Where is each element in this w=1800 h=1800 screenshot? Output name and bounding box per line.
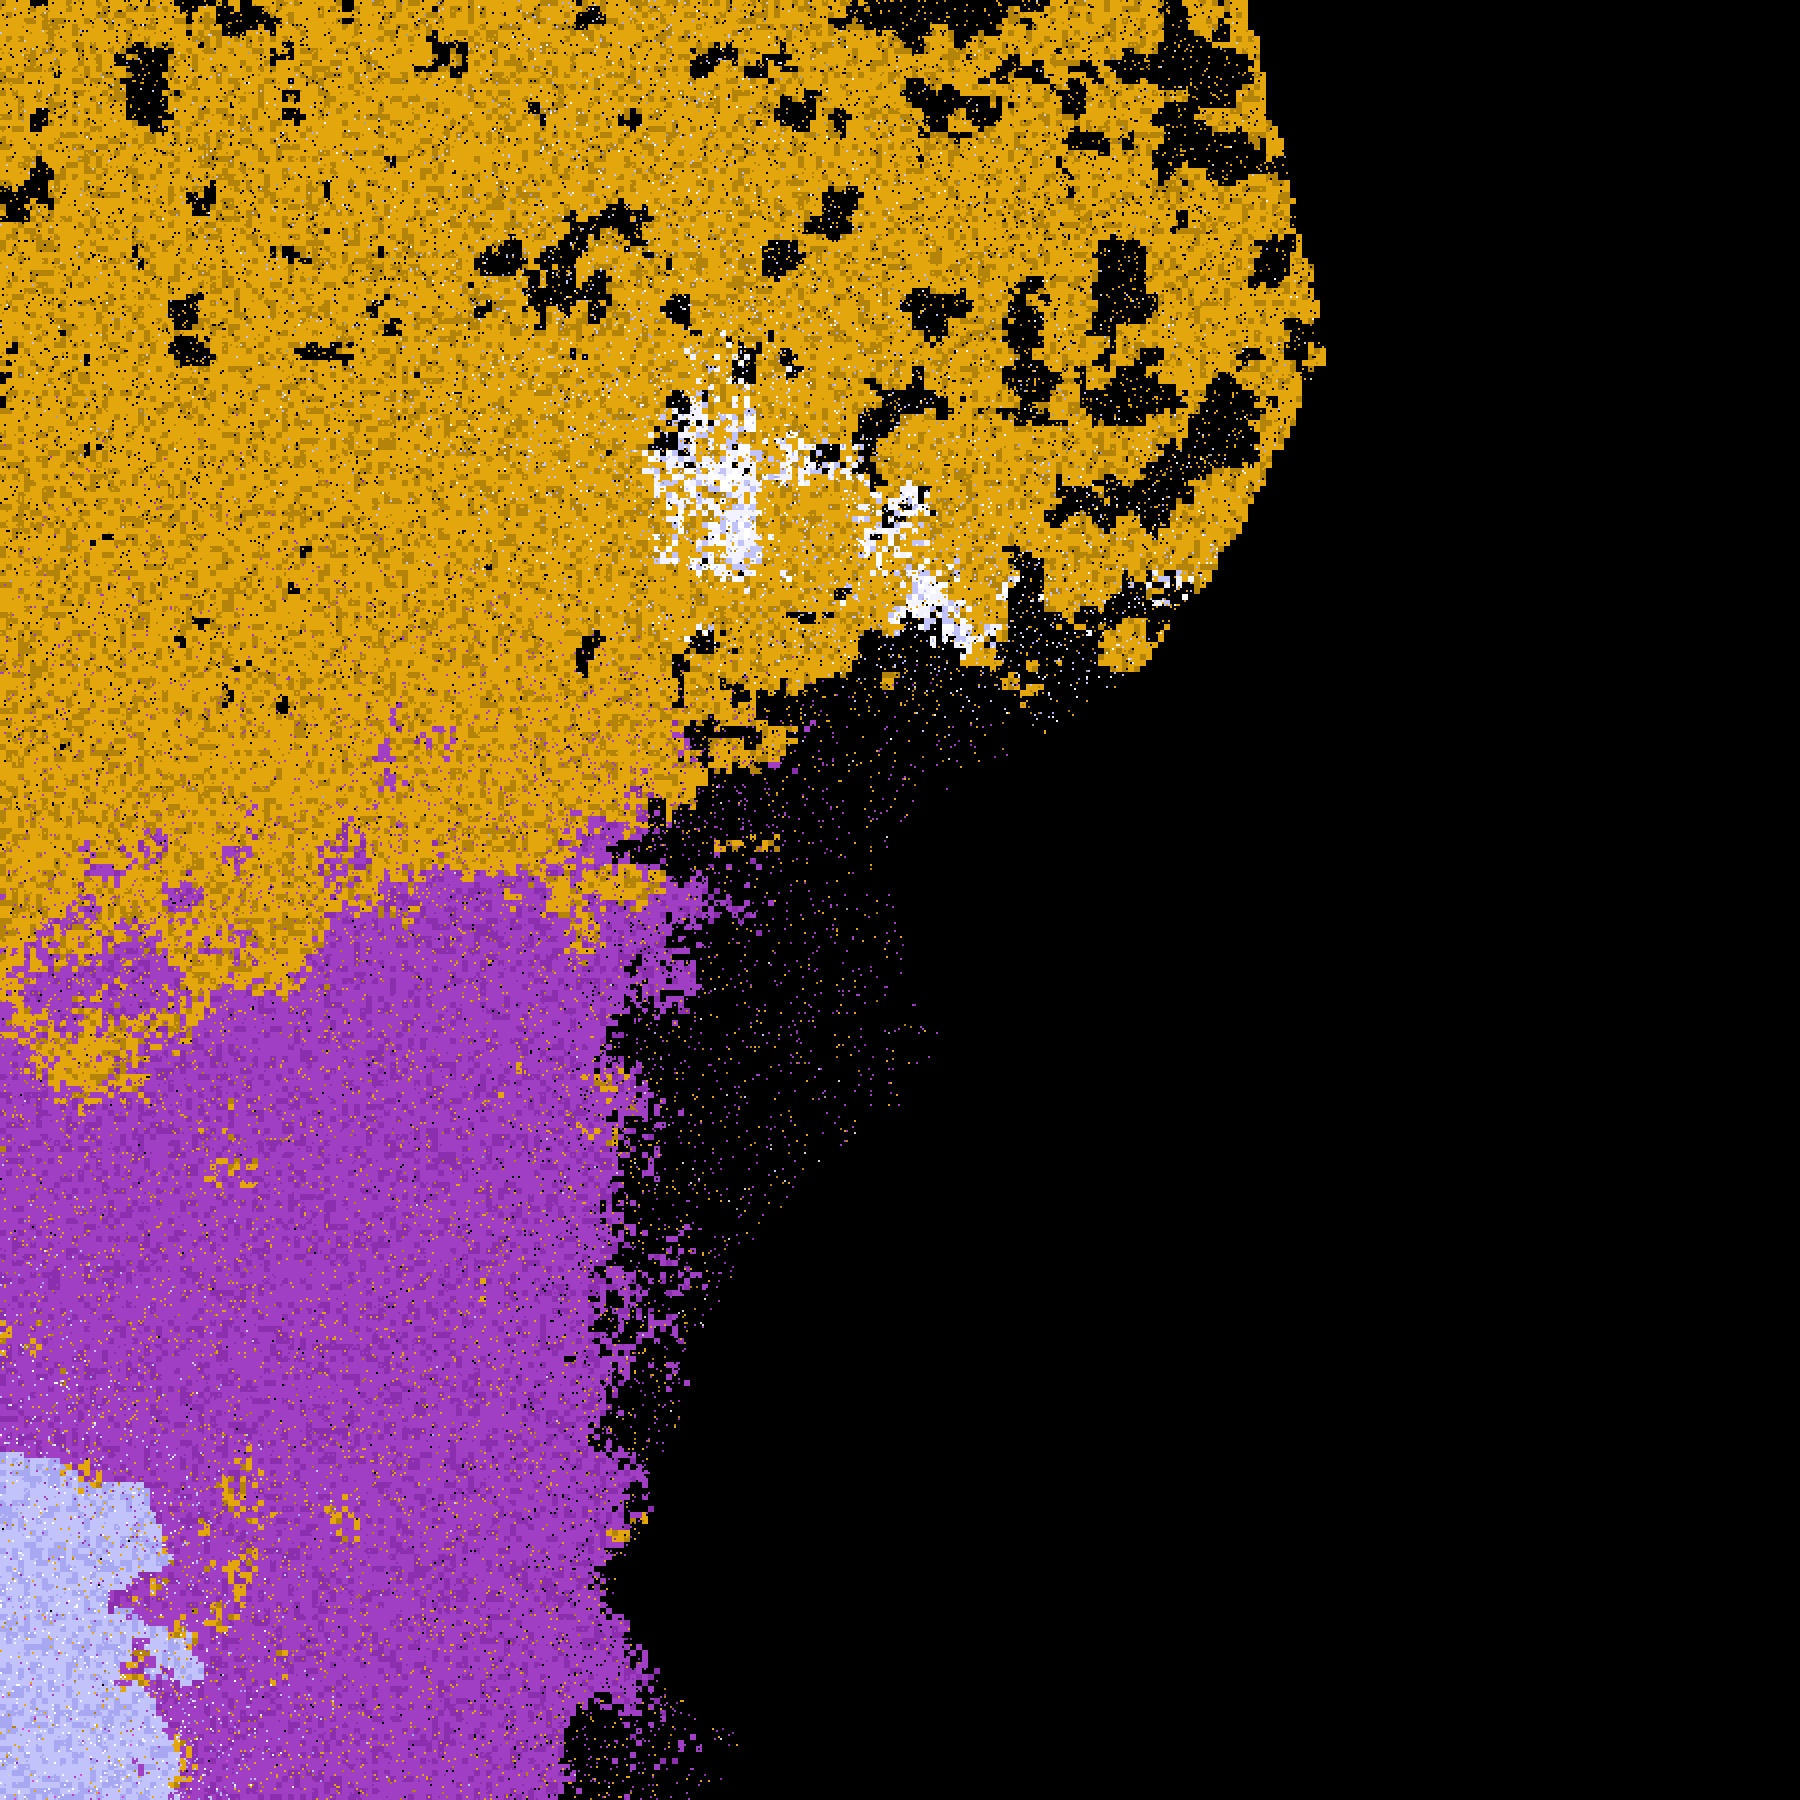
raster-viewport bbox=[0, 0, 1800, 1800]
satellite-classification-raster bbox=[0, 0, 1800, 1800]
